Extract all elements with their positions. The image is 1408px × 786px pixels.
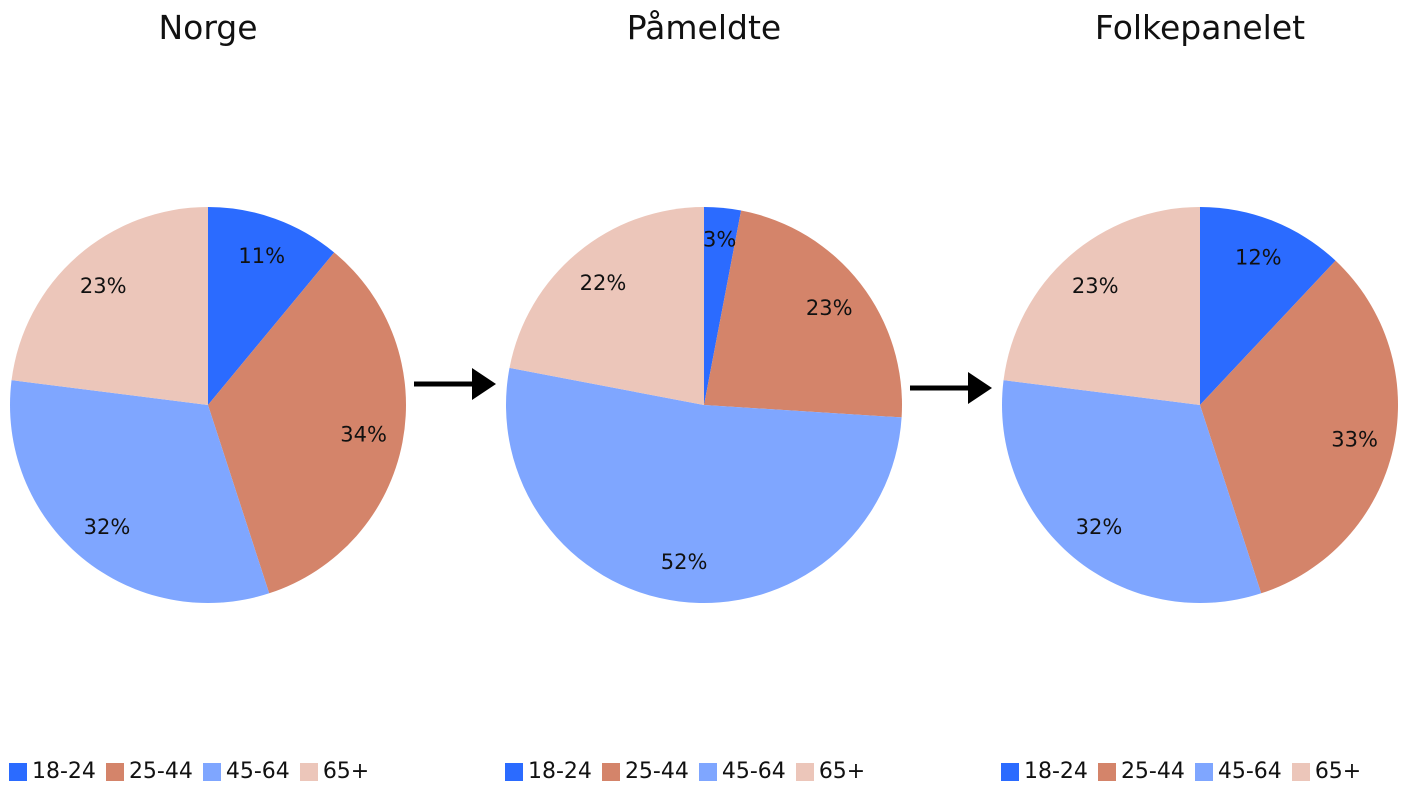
data-label: 23% (806, 296, 853, 320)
pie-slice-25-44 (704, 210, 903, 418)
legend-item-45-64: 45-64 (202, 759, 290, 784)
pie-slice-65plus (11, 207, 209, 405)
data-label: 32% (1076, 515, 1123, 539)
pie-chart: 12% 33% 32% 23% (1001, 207, 1399, 604)
legend-swatch (505, 762, 523, 781)
legend-item-18-24: 18-24 (1001, 759, 1088, 784)
chart-title: Påmeldte (626, 8, 782, 47)
data-label: 23% (80, 274, 127, 298)
chart-norge: Norge 11% 34% 32% 23% 18-24 25-44 45-64 65+ (3, 0, 413, 786)
legend-item-65plus: 65+ (299, 759, 370, 784)
data-label: 12% (1235, 246, 1282, 270)
legend-item-45-64: 45-64 (1194, 759, 1282, 784)
data-label: 3% (703, 227, 736, 251)
pie-slice-65plus (1003, 207, 1200, 405)
pie-slice-65plus (509, 207, 704, 405)
chart-folkepanelet: Folkepanelet 12% 33% 32% 23% 18-24 25-44 45… (995, 0, 1405, 786)
legend-label: 65+ (1314, 759, 1362, 784)
data-label: 32% (84, 515, 131, 539)
legend-label: 65+ (322, 759, 370, 784)
legend-item-65plus: 65+ (795, 759, 866, 784)
legend: 18-24 25-44 45-64 65+ (1001, 759, 1371, 784)
legend-item-25-44: 25-44 (105, 759, 193, 784)
pie-chart: 11% 34% 32% 23% (9, 207, 407, 604)
legend-item-25-44: 25-44 (601, 759, 689, 784)
pie-slice-45-64 (1001, 380, 1262, 604)
legend-label: 18-24 (32, 759, 96, 784)
legend-label: 45-64 (721, 759, 786, 784)
legend-swatch (105, 762, 124, 781)
data-label: 33% (1331, 428, 1378, 452)
legend-item-65plus: 65+ (1291, 759, 1362, 784)
legend-label: 18-24 (528, 759, 592, 784)
data-label: 52% (661, 550, 708, 574)
legend-swatch (698, 762, 717, 781)
legend-swatch (795, 762, 814, 781)
arrow-right-icon (414, 368, 496, 400)
legend-swatch (202, 762, 221, 781)
pie-slice-18-24 (704, 207, 742, 405)
pie-slice-45-64 (9, 380, 270, 604)
legend-label: 45-64 (1217, 759, 1282, 784)
legend-label: 25-44 (1120, 759, 1185, 784)
pie-slice-18-24 (1200, 207, 1336, 405)
pie-slice-25-44 (208, 252, 407, 594)
legend-label: 18-24 (1024, 759, 1088, 784)
legend-label: 45-64 (225, 759, 290, 784)
pie-slice-45-64 (505, 367, 902, 604)
data-label: 23% (1072, 274, 1119, 298)
legend-swatch (1097, 762, 1116, 781)
legend-item-18-24: 18-24 (9, 759, 96, 784)
data-label: 34% (340, 423, 387, 447)
legend-label: 65+ (818, 759, 866, 784)
chart-title: Norge (158, 8, 258, 47)
pie-chart: 3% 23% 52% 22% (505, 207, 903, 604)
legend-swatch (299, 762, 318, 781)
legend-label: 25-44 (128, 759, 193, 784)
legend: 18-24 25-44 45-64 65+ (9, 759, 379, 784)
legend-item-25-44: 25-44 (1097, 759, 1185, 784)
legend-item-45-64: 45-64 (698, 759, 786, 784)
legend-item-18-24: 18-24 (505, 759, 592, 784)
legend-label: 25-44 (624, 759, 689, 784)
data-label: 22% (580, 271, 627, 295)
arrow-right-icon (910, 372, 992, 404)
chart-title: Folkepanelet (1094, 8, 1306, 47)
legend-swatch (9, 762, 27, 781)
legend-swatch (1001, 762, 1019, 781)
chart-pameldte: Påmeldte 3% 23% 52% 22% 18-24 25-44 45-64 6… (499, 0, 909, 786)
legend-swatch (601, 762, 620, 781)
pie-slice-25-44 (1200, 260, 1399, 594)
legend-swatch (1291, 762, 1310, 781)
data-label: 11% (238, 244, 285, 268)
legend-swatch (1194, 762, 1213, 781)
pie-slice-18-24 (208, 207, 335, 405)
legend: 18-24 25-44 45-64 65+ (505, 759, 875, 784)
